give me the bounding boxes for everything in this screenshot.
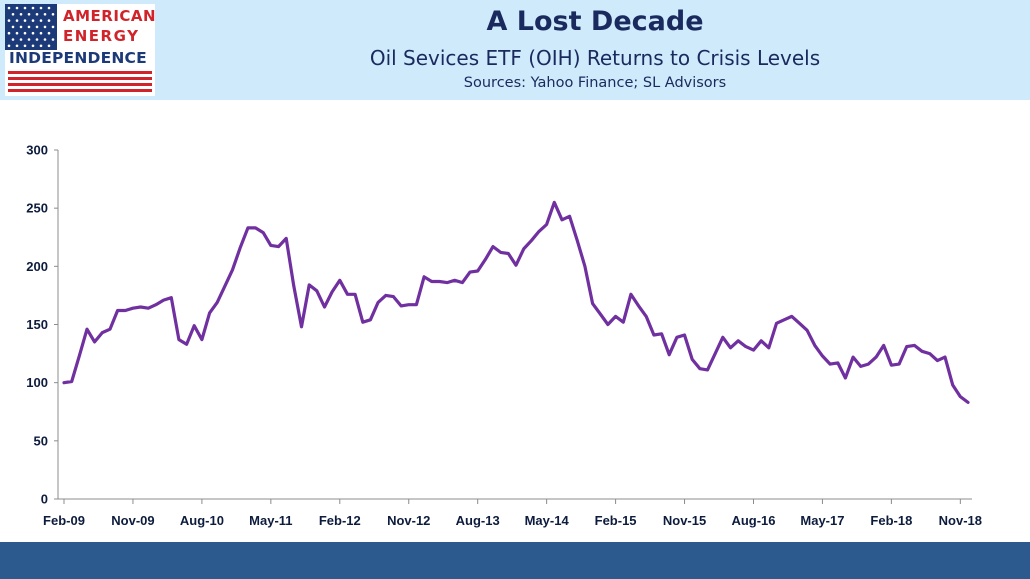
flag-icon: [5, 4, 57, 50]
x-tick-label: May-14: [525, 513, 570, 528]
source-note: Sources: Yahoo Finance; SL Advisors: [463, 75, 727, 91]
x-tick-label: Feb-09: [43, 513, 85, 528]
x-axis: Feb-09 Nov-09 Aug-10 May-11 Feb-12 Nov-12 Aug-…: [43, 498, 982, 528]
x-tick-label: Aug-16: [731, 513, 775, 528]
x-tick-label: Aug-10: [180, 513, 224, 528]
y-tick-label: 100: [26, 375, 48, 390]
x-tick-label: Nov-18: [939, 513, 982, 528]
y-tick-label: 0: [41, 492, 48, 507]
x-tick-label: Nov-12: [387, 513, 430, 528]
y-tick-label: 300: [26, 143, 48, 158]
header-band: [0, 0, 1030, 100]
x-tick-label: Aug-13: [456, 513, 500, 528]
x-tick-label: May-17: [800, 513, 844, 528]
x-tick-label: Feb-15: [595, 513, 637, 528]
y-tick-label: 250: [26, 201, 48, 216]
x-tick-label: Nov-09: [111, 513, 154, 528]
chart-subtitle: Oil Sevices ETF (OIH) Returns to Crisis …: [369, 46, 821, 70]
footer-band: [0, 542, 1030, 579]
x-tick-label: Feb-12: [319, 513, 361, 528]
y-tick-label: 50: [34, 433, 48, 448]
logo-stripes: [8, 71, 152, 95]
y-tick-label: 150: [26, 317, 48, 332]
series-line-oih: [62, 200, 970, 404]
y-tick-label: 200: [26, 259, 48, 274]
logo: AMERICAN ENERGY INDEPENDENCE: [5, 4, 157, 96]
x-tick-label: Nov-15: [663, 513, 706, 528]
x-tick-label: May-11: [249, 513, 292, 528]
chart-title: A Lost Decade: [486, 6, 704, 37]
y-axis: 0 50 100 150 200 250 300: [26, 143, 59, 507]
logo-line-3: INDEPENDENCE: [9, 49, 147, 67]
logo-line-1: AMERICAN: [63, 7, 157, 25]
series-group: [62, 200, 970, 404]
logo-line-2: ENERGY: [63, 27, 140, 45]
x-tick-label: Feb-18: [870, 513, 912, 528]
